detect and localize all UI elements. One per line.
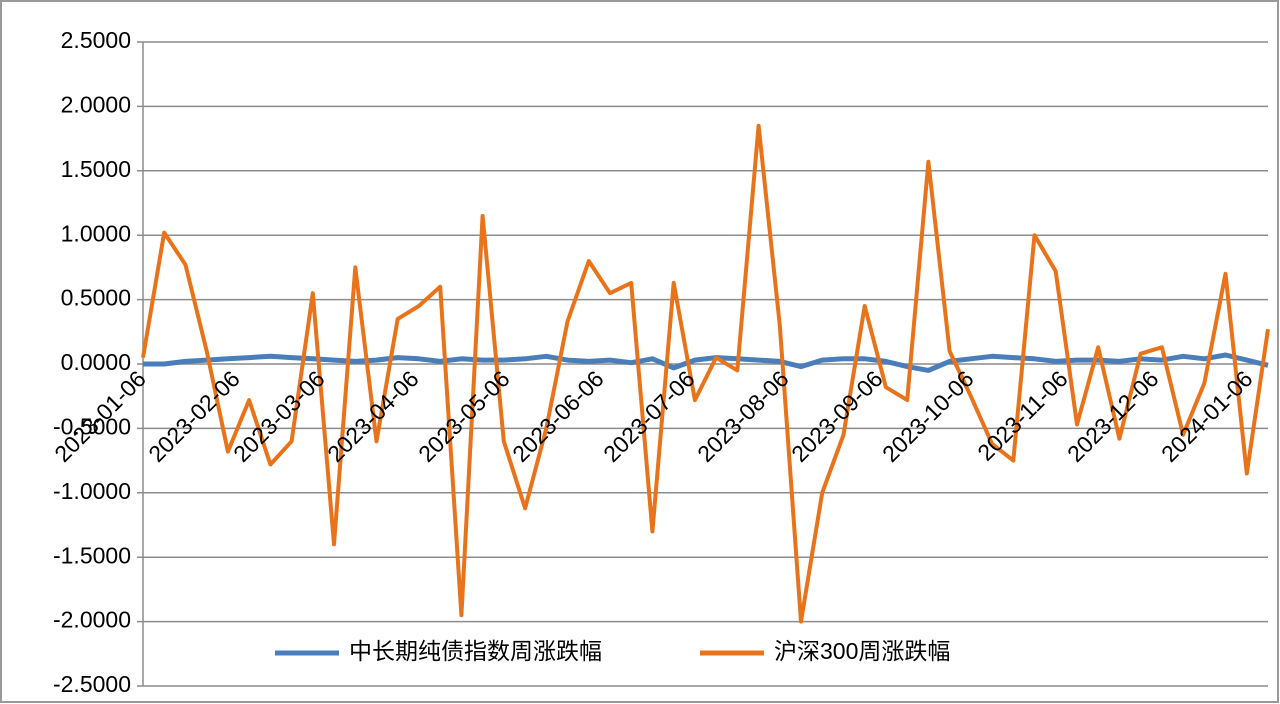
y-tick-label: -1.0000: [53, 478, 131, 504]
y-tick-label: -1.5000: [53, 542, 131, 568]
series-line: [141, 123, 1270, 624]
y-tick-label: 1.5000: [61, 156, 131, 182]
legend-label: 沪深300周涨跌幅: [774, 638, 950, 664]
series-line: [143, 352, 1269, 373]
y-tick-label: -2.0000: [53, 607, 131, 633]
y-tick-label: -0.5000: [53, 413, 131, 439]
y-tick-label: -2.5000: [53, 671, 131, 697]
y-tick-label: 2.0000: [61, 91, 131, 117]
y-tick-label: 0.5000: [61, 285, 131, 311]
legend-label: 中长期纯债指数周涨跌幅: [349, 638, 602, 664]
y-tick-label: 1.0000: [61, 220, 131, 246]
y-tick-label: 2.5000: [61, 27, 131, 53]
y-tick-label: 0.0000: [61, 349, 131, 375]
